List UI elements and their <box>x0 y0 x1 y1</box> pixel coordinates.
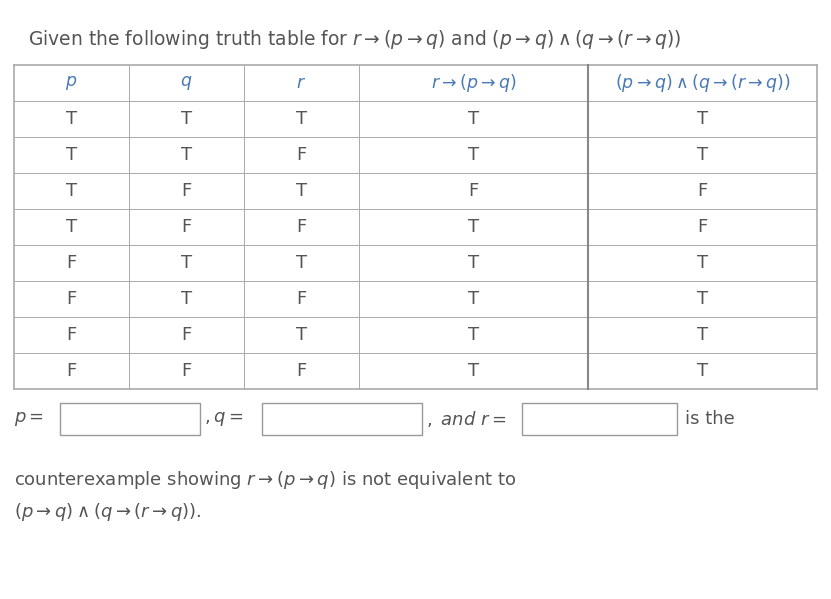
Text: T: T <box>181 110 192 128</box>
Text: T: T <box>181 146 192 164</box>
Text: F: F <box>697 182 708 200</box>
Text: T: T <box>697 254 708 272</box>
Text: F: F <box>66 362 76 380</box>
Text: Given the following truth table for $r \rightarrow (p \rightarrow q)$ and $(p \r: Given the following truth table for $r \… <box>28 28 681 51</box>
Text: $,$ and $r =$: $,$ and $r =$ <box>426 409 507 429</box>
Text: F: F <box>181 218 192 236</box>
Text: F: F <box>66 254 76 272</box>
Text: F: F <box>66 290 76 308</box>
Text: F: F <box>181 326 192 344</box>
Text: F: F <box>297 290 307 308</box>
FancyBboxPatch shape <box>262 403 422 435</box>
Text: T: T <box>66 110 77 128</box>
Polygon shape <box>14 65 817 389</box>
Text: F: F <box>181 182 192 200</box>
Text: T: T <box>66 218 77 236</box>
Text: F: F <box>697 218 708 236</box>
Text: T: T <box>181 254 192 272</box>
Text: is the: is the <box>685 410 735 428</box>
Text: T: T <box>468 146 479 164</box>
Text: $r$: $r$ <box>297 74 307 92</box>
Text: T: T <box>697 290 708 308</box>
Text: T: T <box>468 290 479 308</box>
Text: T: T <box>296 182 307 200</box>
Text: T: T <box>468 110 479 128</box>
Text: F: F <box>297 146 307 164</box>
Text: T: T <box>468 362 479 380</box>
Text: F: F <box>66 326 76 344</box>
Text: $q$: $q$ <box>180 74 193 92</box>
FancyBboxPatch shape <box>60 403 200 435</box>
Text: $(p \rightarrow q) \wedge (q \rightarrow (r \rightarrow q))$: $(p \rightarrow q) \wedge (q \rightarrow… <box>615 72 790 94</box>
Text: $, q =$: $, q =$ <box>204 410 243 428</box>
Text: T: T <box>296 110 307 128</box>
Text: T: T <box>697 110 708 128</box>
Text: T: T <box>468 218 479 236</box>
Text: T: T <box>66 146 77 164</box>
Text: F: F <box>297 218 307 236</box>
Text: counterexample showing $r \rightarrow (p \rightarrow q)$ is not equivalent to: counterexample showing $r \rightarrow (p… <box>14 469 516 491</box>
Text: T: T <box>296 326 307 344</box>
Text: F: F <box>297 362 307 380</box>
FancyBboxPatch shape <box>522 403 677 435</box>
Text: $p =$: $p =$ <box>14 410 44 428</box>
Text: T: T <box>66 182 77 200</box>
Text: T: T <box>181 290 192 308</box>
Text: $(p \rightarrow q) \wedge (q \rightarrow (r \rightarrow q))$.: $(p \rightarrow q) \wedge (q \rightarrow… <box>14 501 201 523</box>
Text: T: T <box>468 326 479 344</box>
Text: F: F <box>181 362 192 380</box>
Text: $p$: $p$ <box>66 74 77 92</box>
Text: T: T <box>296 254 307 272</box>
Text: T: T <box>697 362 708 380</box>
Text: T: T <box>468 254 479 272</box>
Text: T: T <box>697 326 708 344</box>
Text: F: F <box>469 182 479 200</box>
Text: $r \rightarrow (p \rightarrow q)$: $r \rightarrow (p \rightarrow q)$ <box>430 72 516 94</box>
Text: T: T <box>697 146 708 164</box>
